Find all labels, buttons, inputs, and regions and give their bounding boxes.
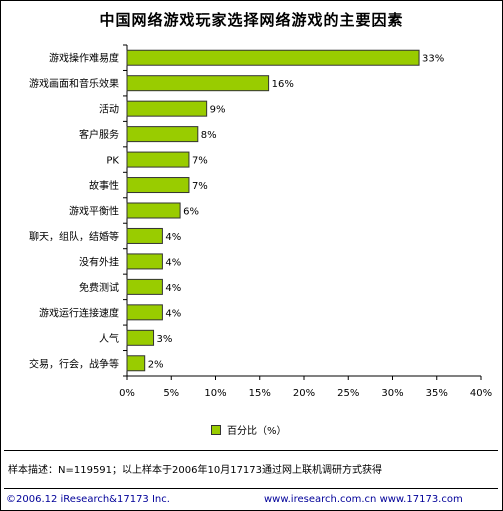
legend: 百分比（%） [211, 422, 287, 437]
legend-swatch [211, 424, 221, 435]
bar [126, 151, 190, 168]
legend-label: 百分比（%） [227, 426, 287, 437]
x-tick-label: 15% [249, 388, 271, 399]
category-label: 活动 [99, 104, 119, 116]
category-label: 游戏画面和音乐效果 [29, 77, 119, 90]
value-label: 7% [192, 181, 208, 192]
bars [126, 49, 420, 372]
chart-title: 中国网络游戏玩家选择网络游戏的主要因素 [99, 11, 404, 29]
x-tick-label: 0% [119, 388, 135, 399]
x-tick-label: 10% [204, 388, 226, 399]
value-label: 9% [210, 105, 226, 116]
axes [123, 44, 482, 380]
bar [126, 75, 270, 92]
bar [126, 329, 155, 346]
bar [126, 177, 190, 194]
value-label: 2% [148, 359, 164, 370]
x-tick-label: 5% [163, 388, 179, 399]
value-label: 6% [183, 207, 199, 218]
value-label: 3% [157, 334, 173, 345]
bar [126, 278, 163, 295]
x-tick-label: 25% [337, 388, 359, 399]
divider [4, 488, 498, 489]
value-label: 33% [422, 54, 444, 65]
labels: 0% 5% 10% 15% 20% 25% 30% 35% 40% 游戏操作难易度 33% 游戏画面和… [29, 52, 492, 399]
x-tick-label: 30% [381, 388, 403, 399]
bar [126, 100, 208, 117]
category-label: 游戏平衡性 [69, 205, 119, 218]
category-label: 客户服务 [79, 128, 119, 141]
sample-note: 样本描述：N=119591；以上样本于2006年10月17173通过网上联机调研… [8, 465, 383, 476]
x-tick-label: 20% [293, 388, 315, 399]
category-label: PK [106, 156, 119, 167]
bar [126, 202, 181, 219]
value-label: 8% [201, 130, 217, 141]
bar [126, 227, 163, 244]
category-label: 没有外挂 [79, 255, 119, 268]
value-label: 4% [165, 257, 181, 268]
x-tick-label: 40% [470, 388, 492, 399]
bar [126, 304, 163, 321]
category-label: 免费测试 [79, 281, 119, 294]
bar [126, 49, 420, 66]
copyright-text: ©2006.12 iResearch&17173 Inc. [6, 494, 170, 505]
category-label: 交易，行会，战争等 [29, 357, 119, 370]
category-label: 聊天，组队，结婚等 [29, 230, 119, 243]
value-label: 4% [165, 308, 181, 319]
category-label: 故事性 [89, 179, 119, 192]
category-label: 人气 [99, 332, 119, 345]
divider [4, 450, 498, 451]
x-tick-label: 35% [426, 388, 448, 399]
website-links: www.iresearch.com.cn www.17173.com [264, 494, 463, 505]
value-label: 7% [192, 156, 208, 167]
bar [126, 355, 146, 372]
value-label: 4% [165, 283, 181, 294]
bar [126, 253, 163, 270]
value-label: 16% [272, 79, 294, 90]
category-label: 游戏操作难易度 [49, 52, 119, 65]
category-label: 游戏运行连接速度 [39, 306, 119, 319]
bar [126, 126, 199, 143]
value-label: 4% [165, 232, 181, 243]
